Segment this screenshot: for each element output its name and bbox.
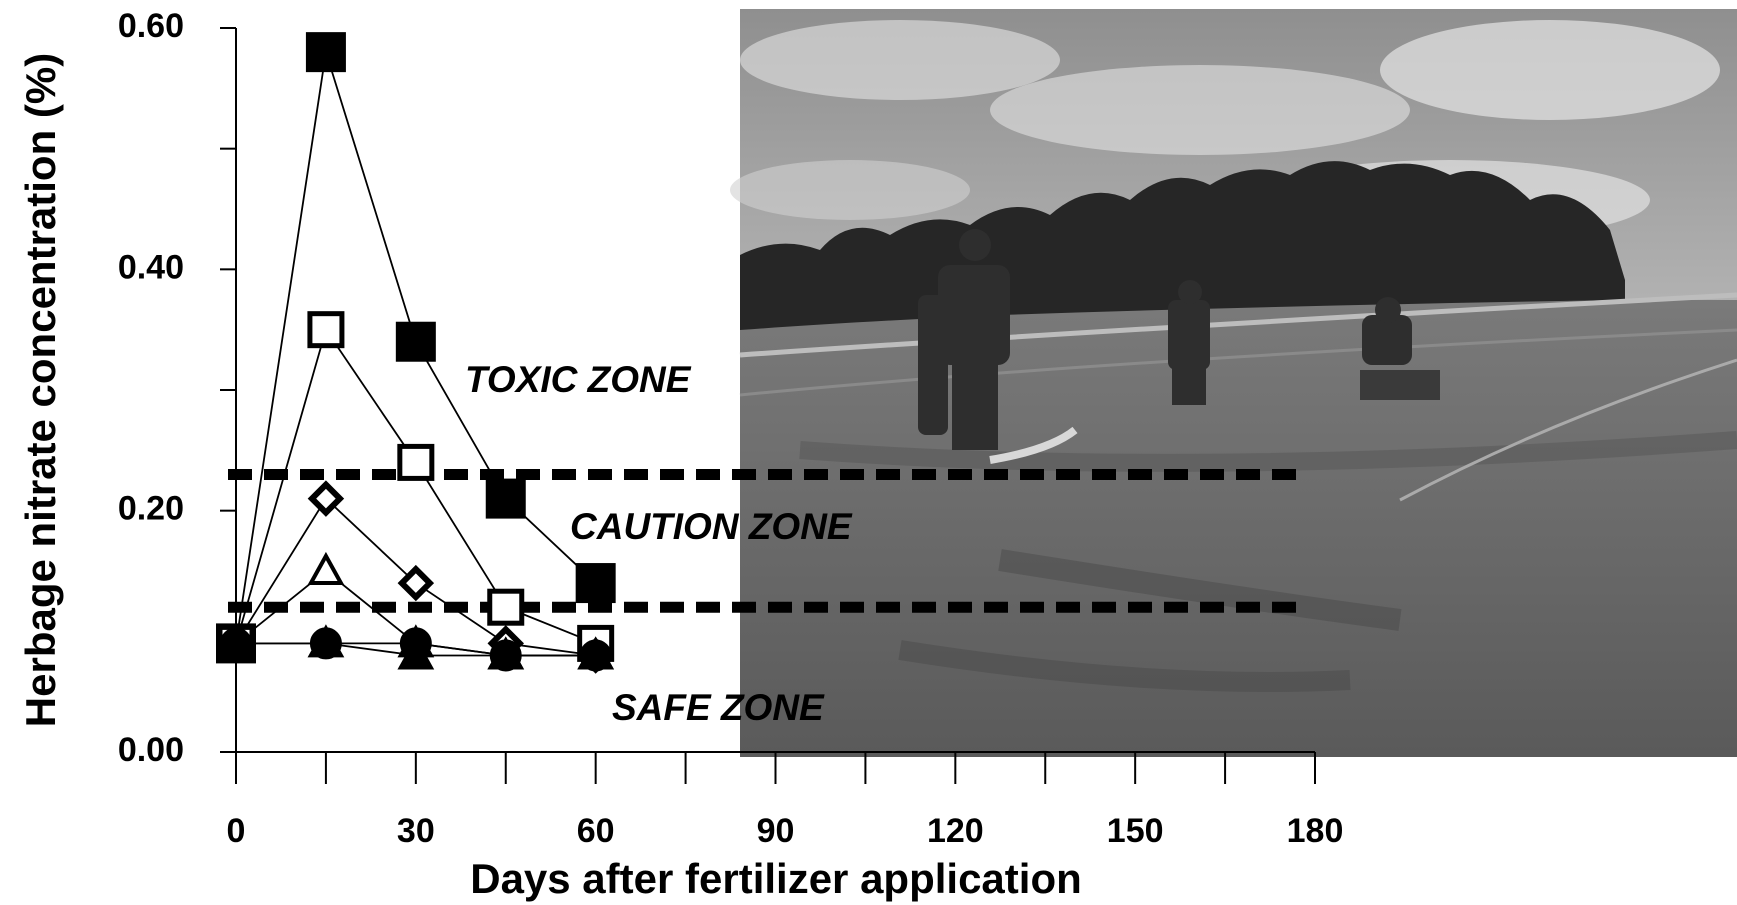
y-tick-label: 0.40	[118, 248, 184, 286]
marker	[400, 446, 432, 478]
field-photo	[730, 9, 1737, 757]
x-tick-label: 90	[757, 812, 795, 850]
marker	[397, 323, 435, 361]
x-tick-label: 120	[927, 812, 984, 850]
zone-label: SAFE ZONE	[612, 687, 825, 728]
marker	[490, 591, 522, 623]
zone-label: TOXIC ZONE	[465, 359, 692, 400]
zone-label: CAUTION ZONE	[570, 506, 853, 547]
x-axis-title: Days after fertilizer application	[470, 855, 1082, 902]
chart: Herbage nitrate concentration (%) Days a…	[0, 0, 1737, 905]
y-tick-label: 0.00	[118, 731, 184, 769]
marker	[487, 480, 525, 518]
y-tick-label: 0.60	[118, 7, 184, 45]
marker	[310, 314, 342, 346]
y-tick-label: 0.20	[118, 490, 184, 528]
x-tick-label: 0	[227, 812, 246, 850]
x-tick-label: 150	[1107, 812, 1164, 850]
y-axis-title: Herbage nitrate concentration (%)	[17, 53, 64, 727]
marker	[311, 556, 341, 583]
marker	[307, 33, 345, 71]
x-tick-label: 180	[1287, 812, 1344, 850]
marker	[577, 564, 615, 602]
x-tick-label: 30	[397, 812, 435, 850]
x-tick-label: 60	[577, 812, 615, 850]
